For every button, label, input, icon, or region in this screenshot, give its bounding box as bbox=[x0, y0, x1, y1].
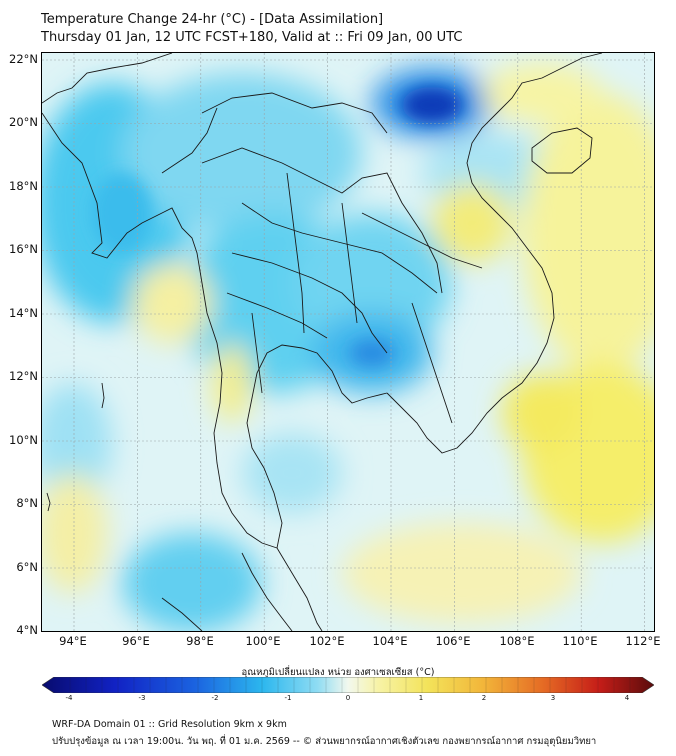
colorbar bbox=[41, 676, 655, 694]
lat-label-22: 22°N bbox=[9, 52, 38, 66]
lon-label-104: 104°E bbox=[372, 634, 408, 648]
colorbar-tick: -3 bbox=[138, 694, 146, 702]
lat-label-8: 8°N bbox=[16, 496, 38, 510]
lon-label-98: 98°E bbox=[186, 634, 214, 648]
colorbar-tick: 0 bbox=[345, 694, 351, 702]
lon-label-100: 100°E bbox=[245, 634, 281, 648]
lon-label-110: 110°E bbox=[562, 634, 598, 648]
temperature-change-map bbox=[41, 52, 655, 632]
lat-label-18: 18°N bbox=[9, 179, 38, 193]
lat-label-10: 10°N bbox=[9, 433, 38, 447]
lat-label-20: 20°N bbox=[9, 115, 38, 129]
temperature-field bbox=[42, 63, 654, 631]
colorbar-tick: 1 bbox=[418, 694, 424, 702]
lon-label-106: 106°E bbox=[435, 634, 471, 648]
colorbar-tick: 2 bbox=[481, 694, 487, 702]
lon-label-102: 102°E bbox=[309, 634, 345, 648]
chart-title: Temperature Change 24-hr (°C) - [Data As… bbox=[41, 12, 384, 27]
footer-model-info: WRF-DA Domain 01 :: Grid Resolution 9km … bbox=[52, 719, 287, 730]
colorbar-tick: -4 bbox=[65, 694, 73, 702]
colorbar-tick: -1 bbox=[284, 694, 292, 702]
map-canvas bbox=[42, 53, 654, 631]
lon-label-108: 108°E bbox=[499, 634, 535, 648]
lat-label-16: 16°N bbox=[9, 242, 38, 256]
colorbar-title: อุณหภูมิเปลี่ยนแปลง หน่วย องศาเซลเซียส (… bbox=[241, 667, 435, 678]
colorbar-tick: -2 bbox=[211, 694, 219, 702]
lat-label-4: 4°N bbox=[16, 623, 38, 637]
chart-subtitle: Thursday 01 Jan, 12 UTC FCST+180, Valid … bbox=[41, 30, 463, 45]
lat-label-12: 12°N bbox=[9, 369, 38, 383]
footer-update-info: ปรับปรุงข้อมูล ณ เวลา 19:00น. วัน พฤ. ที… bbox=[52, 736, 597, 747]
colorbar-tick: 3 bbox=[550, 694, 556, 702]
lat-label-6: 6°N bbox=[16, 560, 38, 574]
lon-label-94: 94°E bbox=[59, 634, 87, 648]
lon-label-112: 112°E bbox=[625, 634, 661, 648]
lat-label-14: 14°N bbox=[9, 306, 38, 320]
colorbar-tick: 4 bbox=[624, 694, 630, 702]
gridlines bbox=[42, 53, 654, 631]
coastlines-and-borders bbox=[42, 53, 603, 631]
lon-label-96: 96°E bbox=[122, 634, 150, 648]
